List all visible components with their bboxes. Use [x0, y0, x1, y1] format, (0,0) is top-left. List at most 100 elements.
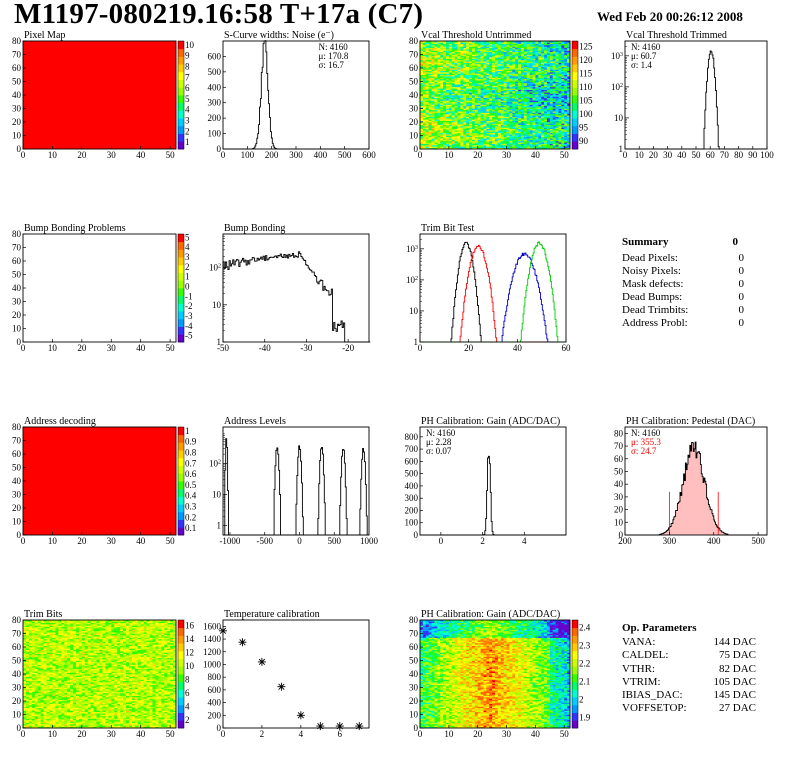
heatmap-cell	[460, 95, 464, 97]
heatmap-cell	[457, 62, 461, 65]
heatmap-cell	[422, 120, 427, 123]
heatmap-cell	[443, 131, 447, 134]
heatmap-cell	[552, 119, 556, 121]
heatmap-cell	[422, 99, 427, 101]
heatmap-cell	[500, 76, 504, 78]
heatmap-cell	[532, 59, 536, 62]
heatmap-cell	[448, 47, 453, 50]
y-tick-label: 60	[614, 454, 624, 464]
heatmap-cell	[471, 82, 476, 85]
palette-tick-label: 0.2	[185, 512, 196, 522]
heatmap-cell	[437, 130, 441, 132]
heatmap-cell	[469, 49, 473, 51]
heatmap-cell	[541, 112, 545, 115]
heatmap-cell	[512, 134, 516, 136]
palette-swatch	[178, 272, 184, 281]
heatmap-cell	[538, 76, 542, 78]
heatmap-cell	[564, 90, 568, 93]
heatmap-cell	[443, 122, 447, 124]
heatmap-cell	[474, 116, 478, 119]
heatmap-cell	[96, 726, 100, 729]
heatmap-cell	[454, 88, 458, 90]
heatmap-cell	[451, 58, 455, 61]
heatmap-cell	[425, 76, 429, 78]
heatmap-cell	[466, 128, 470, 131]
heatmap-cell	[466, 53, 470, 55]
heatmap-cell	[495, 144, 499, 147]
heatmap-cell	[445, 112, 450, 115]
heatmap-cell	[512, 112, 516, 115]
heatmap-cell	[515, 41, 519, 43]
heatmap-cell	[558, 82, 562, 85]
heatmap-cell	[520, 86, 525, 89]
heatmap-cell	[454, 69, 458, 71]
heatmap-cell	[512, 143, 516, 146]
heatmap-cell	[420, 113, 424, 116]
heatmap-cell	[460, 45, 464, 47]
heatmap-cell	[546, 86, 551, 89]
heatmap-cell	[567, 140, 571, 143]
heatmap-cell	[509, 68, 513, 70]
heatmap-cell	[561, 77, 565, 80]
heatmap-cell	[425, 122, 429, 124]
heatmap-cell	[457, 86, 461, 89]
heatmap-cell	[463, 61, 467, 63]
heatmap-cell	[31, 726, 36, 729]
heatmap-cell	[529, 92, 533, 94]
heatmap-cell	[61, 723, 65, 726]
heatmap-cell	[463, 50, 467, 53]
heatmap-cell	[529, 108, 533, 111]
heatmap-cell	[84, 719, 89, 722]
heatmap-cell	[561, 93, 565, 96]
heatmap-cell	[434, 113, 438, 116]
heatmap-cell	[497, 41, 502, 43]
heatmap-cell	[483, 112, 487, 115]
heatmap-cell	[445, 139, 450, 142]
heatmap-cell	[422, 78, 427, 81]
heatmap-cell	[506, 123, 510, 125]
heatmap-cell	[546, 107, 551, 109]
heatmap-cell	[448, 88, 453, 90]
palette-tick-label: 100	[579, 109, 593, 119]
heatmap-cell	[486, 49, 490, 51]
heatmap-cell	[140, 721, 144, 723]
heatmap-cell	[506, 127, 510, 130]
heatmap-cell	[515, 126, 519, 128]
heatmap-cell	[61, 722, 65, 725]
heatmap-cell	[466, 84, 470, 86]
heatmap-cell	[477, 111, 481, 113]
heatmap-cell	[152, 721, 156, 723]
heatmap-cell	[515, 144, 519, 147]
heatmap-cell	[451, 115, 455, 117]
heatmap-cell	[492, 111, 496, 113]
heatmap-cell	[480, 63, 484, 66]
heatmap-cell	[440, 53, 444, 55]
heatmap-cell	[552, 72, 556, 74]
heatmap-cell	[451, 59, 455, 62]
heatmap-cell	[500, 77, 504, 80]
heatmap-cell	[529, 89, 533, 92]
heatmap-cell	[532, 92, 536, 94]
palette-swatch	[178, 434, 184, 443]
heatmap-cell	[445, 62, 450, 65]
heatmap-cell	[486, 95, 490, 97]
y-tick-label: 102	[611, 82, 623, 92]
heatmap-cell	[492, 124, 496, 127]
heatmap-cell	[431, 81, 435, 84]
heatmap-cell	[434, 136, 438, 139]
heatmap-cell	[443, 134, 447, 136]
heatmap-cell	[477, 112, 481, 115]
heatmap-cell	[549, 112, 553, 115]
heatmap-cell	[445, 130, 450, 132]
heatmap-cell	[558, 53, 562, 55]
heatmap-cell	[512, 116, 516, 119]
heatmap-cell	[552, 144, 556, 147]
heatmap-cell	[535, 81, 539, 84]
palette-swatch	[178, 288, 184, 297]
heatmap-cell	[460, 140, 464, 143]
heatmap-cell	[46, 722, 50, 725]
heatmap-cell	[546, 103, 551, 105]
heatmap-cell	[520, 68, 525, 70]
heatmap-cell	[431, 119, 435, 121]
heatmap-cell	[420, 85, 424, 88]
